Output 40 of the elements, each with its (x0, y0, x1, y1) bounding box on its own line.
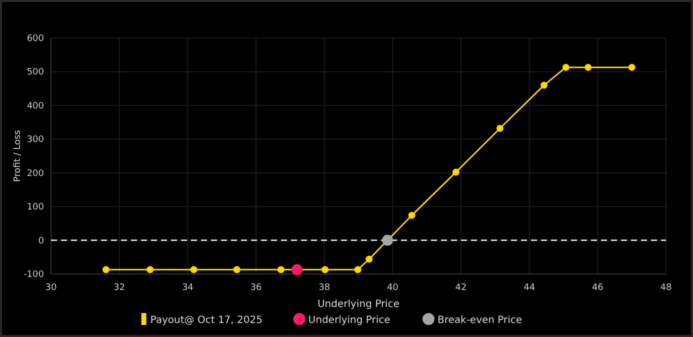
point (584, 64, 592, 71)
legend-label: Payout@ Oct 17, 2025 (150, 315, 262, 326)
x-tick-label: 36 (250, 283, 262, 293)
point (628, 64, 636, 71)
y-tick-label: 600 (26, 34, 44, 44)
x-tick-label: 44 (524, 283, 536, 293)
x-tick-label: 30 (45, 283, 57, 293)
point (102, 266, 110, 274)
x-tick-label: 42 (455, 283, 467, 293)
y-tick-label: 0 (38, 236, 44, 246)
point (354, 266, 362, 274)
legend-label: Underlying Price (308, 315, 390, 326)
y-tick-label: -100 (24, 270, 44, 280)
y-tick-label: 100 (26, 202, 44, 213)
point (277, 266, 284, 274)
point (233, 266, 240, 274)
point (322, 266, 329, 274)
x-tick-label: 34 (182, 283, 194, 293)
point (496, 124, 504, 132)
legend-label: Break-even Price (438, 315, 522, 326)
x-tick-label: 40 (386, 283, 399, 293)
y-tick-label: 200 (26, 168, 44, 179)
x-tick-label: 48 (660, 283, 672, 293)
point (382, 234, 394, 246)
y-tick-label: 500 (26, 68, 44, 78)
point (408, 212, 416, 219)
x-tick-label: 46 (592, 283, 604, 293)
point (452, 168, 460, 176)
x-tick-label: 32 (114, 283, 126, 293)
point (366, 256, 373, 263)
y-tick-label: 400 (26, 101, 44, 112)
y-tick-label: 300 (26, 135, 44, 146)
point (540, 82, 548, 89)
x-tick-label: 38 (318, 283, 330, 293)
point (146, 266, 154, 274)
point (562, 64, 570, 71)
y-axis-title: Profit / Loss (13, 130, 23, 182)
point (190, 266, 198, 274)
x-axis-title: Underlying Price (317, 299, 400, 310)
point (292, 264, 302, 276)
